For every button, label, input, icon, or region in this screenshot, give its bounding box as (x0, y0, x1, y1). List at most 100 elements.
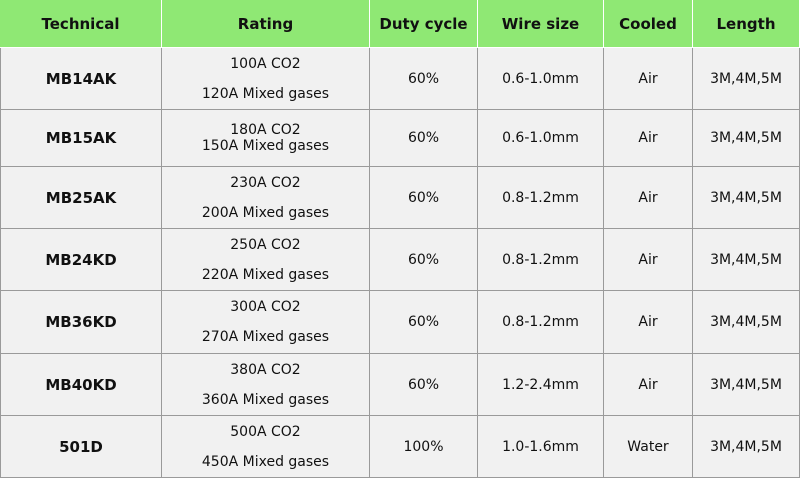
data-cell: 3M,4M,5M (693, 354, 800, 416)
cell-text: Water (627, 438, 669, 455)
data-cell: 0.8-1.2mm (478, 229, 604, 291)
cell-text: 100% (403, 438, 444, 455)
rating-line: 300A CO2 (230, 299, 301, 315)
rating-line: 380A CO2 (230, 361, 301, 378)
rating-line: 450A Mixed gases (201, 453, 330, 470)
model-cell: MB25AK (0, 167, 162, 229)
cell-text: 60% (407, 70, 440, 87)
model-cell: MB36KD (0, 291, 162, 354)
data-cell: 1.0-1.6mm (478, 416, 604, 478)
data-cell: 0.8-1.2mm (478, 167, 604, 229)
model-cell: MB14AK (0, 48, 162, 110)
data-cell: 60% (370, 110, 478, 167)
cell-text: 3M,4M,5M (710, 130, 782, 146)
rating-line: 230A CO2 (230, 174, 301, 191)
cell-text: 60% (407, 314, 440, 330)
cell-text: 60% (407, 376, 440, 393)
data-cell: 60% (370, 291, 478, 354)
data-cell: 0.6-1.0mm (478, 110, 604, 167)
data-cell: 100% (370, 416, 478, 478)
cell-text: 3M,4M,5M (710, 189, 782, 206)
model-name: MB15AK (45, 129, 117, 147)
data-cell: 250A CO2 220A Mixed gases (162, 229, 370, 291)
rating-line: 500A CO2 (230, 423, 301, 440)
data-cell: 380A CO2 360A Mixed gases (162, 354, 370, 416)
data-cell: Air (604, 229, 693, 291)
cell-text: 0.6-1.0mm (502, 130, 579, 146)
header-cell: Rating (162, 0, 370, 48)
rating-line: 270A Mixed gases (201, 329, 330, 345)
model-cell: MB15AK (0, 110, 162, 167)
data-cell: 3M,4M,5M (693, 110, 800, 167)
cell-text: Air (638, 130, 658, 146)
cell-text: Air (638, 314, 658, 330)
cell-text: 60% (407, 130, 440, 146)
cell-text: Air (638, 189, 658, 206)
data-cell: 60% (370, 229, 478, 291)
header-cell: Length (693, 0, 800, 48)
cell-text: Air (638, 251, 658, 268)
header-cell: Technical (0, 0, 162, 48)
data-cell: Air (604, 167, 693, 229)
data-cell: 230A CO2 200A Mixed gases (162, 167, 370, 229)
data-cell: 60% (370, 48, 478, 110)
cell-text: Air (638, 376, 658, 393)
header-cell: Cooled (604, 0, 693, 48)
data-cell: 3M,4M,5M (693, 48, 800, 110)
data-cell: 0.8-1.2mm (478, 291, 604, 354)
model-cell: 501D (0, 416, 162, 478)
header-text: Duty cycle (379, 14, 468, 33)
rating-line: 100A CO2 (230, 55, 301, 72)
rating-line: 220A Mixed gases (201, 266, 330, 283)
rating-line: 360A Mixed gases (201, 391, 330, 408)
cell-text: Air (638, 70, 658, 87)
cell-text: 3M,4M,5M (710, 251, 782, 268)
cell-text: 0.6-1.0mm (502, 70, 579, 87)
data-cell: 500A CO2 450A Mixed gases (162, 416, 370, 478)
cell-text: 3M,4M,5M (710, 70, 782, 87)
data-cell: Air (604, 354, 693, 416)
data-cell: Air (604, 110, 693, 167)
model-name: MB24KD (45, 250, 117, 269)
model-name: MB14AK (45, 69, 117, 88)
cell-text: 0.8-1.2mm (502, 314, 579, 330)
model-cell: MB40KD (0, 354, 162, 416)
rating-line: 200A Mixed gases (201, 204, 330, 221)
data-cell: 3M,4M,5M (693, 167, 800, 229)
rating-line: 150A Mixed gases (201, 138, 330, 154)
header-text: Cooled (619, 14, 677, 33)
cell-text: 1.0-1.6mm (502, 438, 579, 455)
model-cell: MB24KD (0, 229, 162, 291)
cell-text: 3M,4M,5M (710, 376, 782, 393)
model-name: MB25AK (45, 188, 117, 207)
rating-line: 120A Mixed gases (201, 85, 330, 102)
data-cell: Water (604, 416, 693, 478)
cell-text: 1.2-2.4mm (502, 376, 579, 393)
data-cell: 3M,4M,5M (693, 291, 800, 354)
data-cell: 0.6-1.0mm (478, 48, 604, 110)
header-cell: Duty cycle (370, 0, 478, 48)
data-cell: 100A CO2 120A Mixed gases (162, 48, 370, 110)
cell-text: 0.8-1.2mm (502, 251, 579, 268)
model-name: MB40KD (45, 375, 117, 394)
header-text: Wire size (501, 14, 580, 33)
cell-text: 60% (407, 189, 440, 206)
header-text: Technical (41, 14, 120, 33)
cell-text: 0.8-1.2mm (502, 189, 579, 206)
header-text: Rating (237, 14, 294, 33)
data-cell: 3M,4M,5M (693, 229, 800, 291)
header-cell: Wire size (478, 0, 604, 48)
data-cell: 3M,4M,5M (693, 416, 800, 478)
model-name: MB36KD (45, 313, 117, 331)
data-cell: 180A CO2 150A Mixed gases (162, 110, 370, 167)
model-name: 501D (59, 437, 103, 456)
data-cell: 60% (370, 354, 478, 416)
data-cell: Air (604, 291, 693, 354)
data-cell: 1.2-2.4mm (478, 354, 604, 416)
cell-text: 3M,4M,5M (710, 314, 782, 330)
header-text: Length (716, 14, 776, 33)
rating-line: 180A CO2 (230, 122, 301, 138)
data-cell: 60% (370, 167, 478, 229)
cell-text: 3M,4M,5M (710, 438, 782, 455)
